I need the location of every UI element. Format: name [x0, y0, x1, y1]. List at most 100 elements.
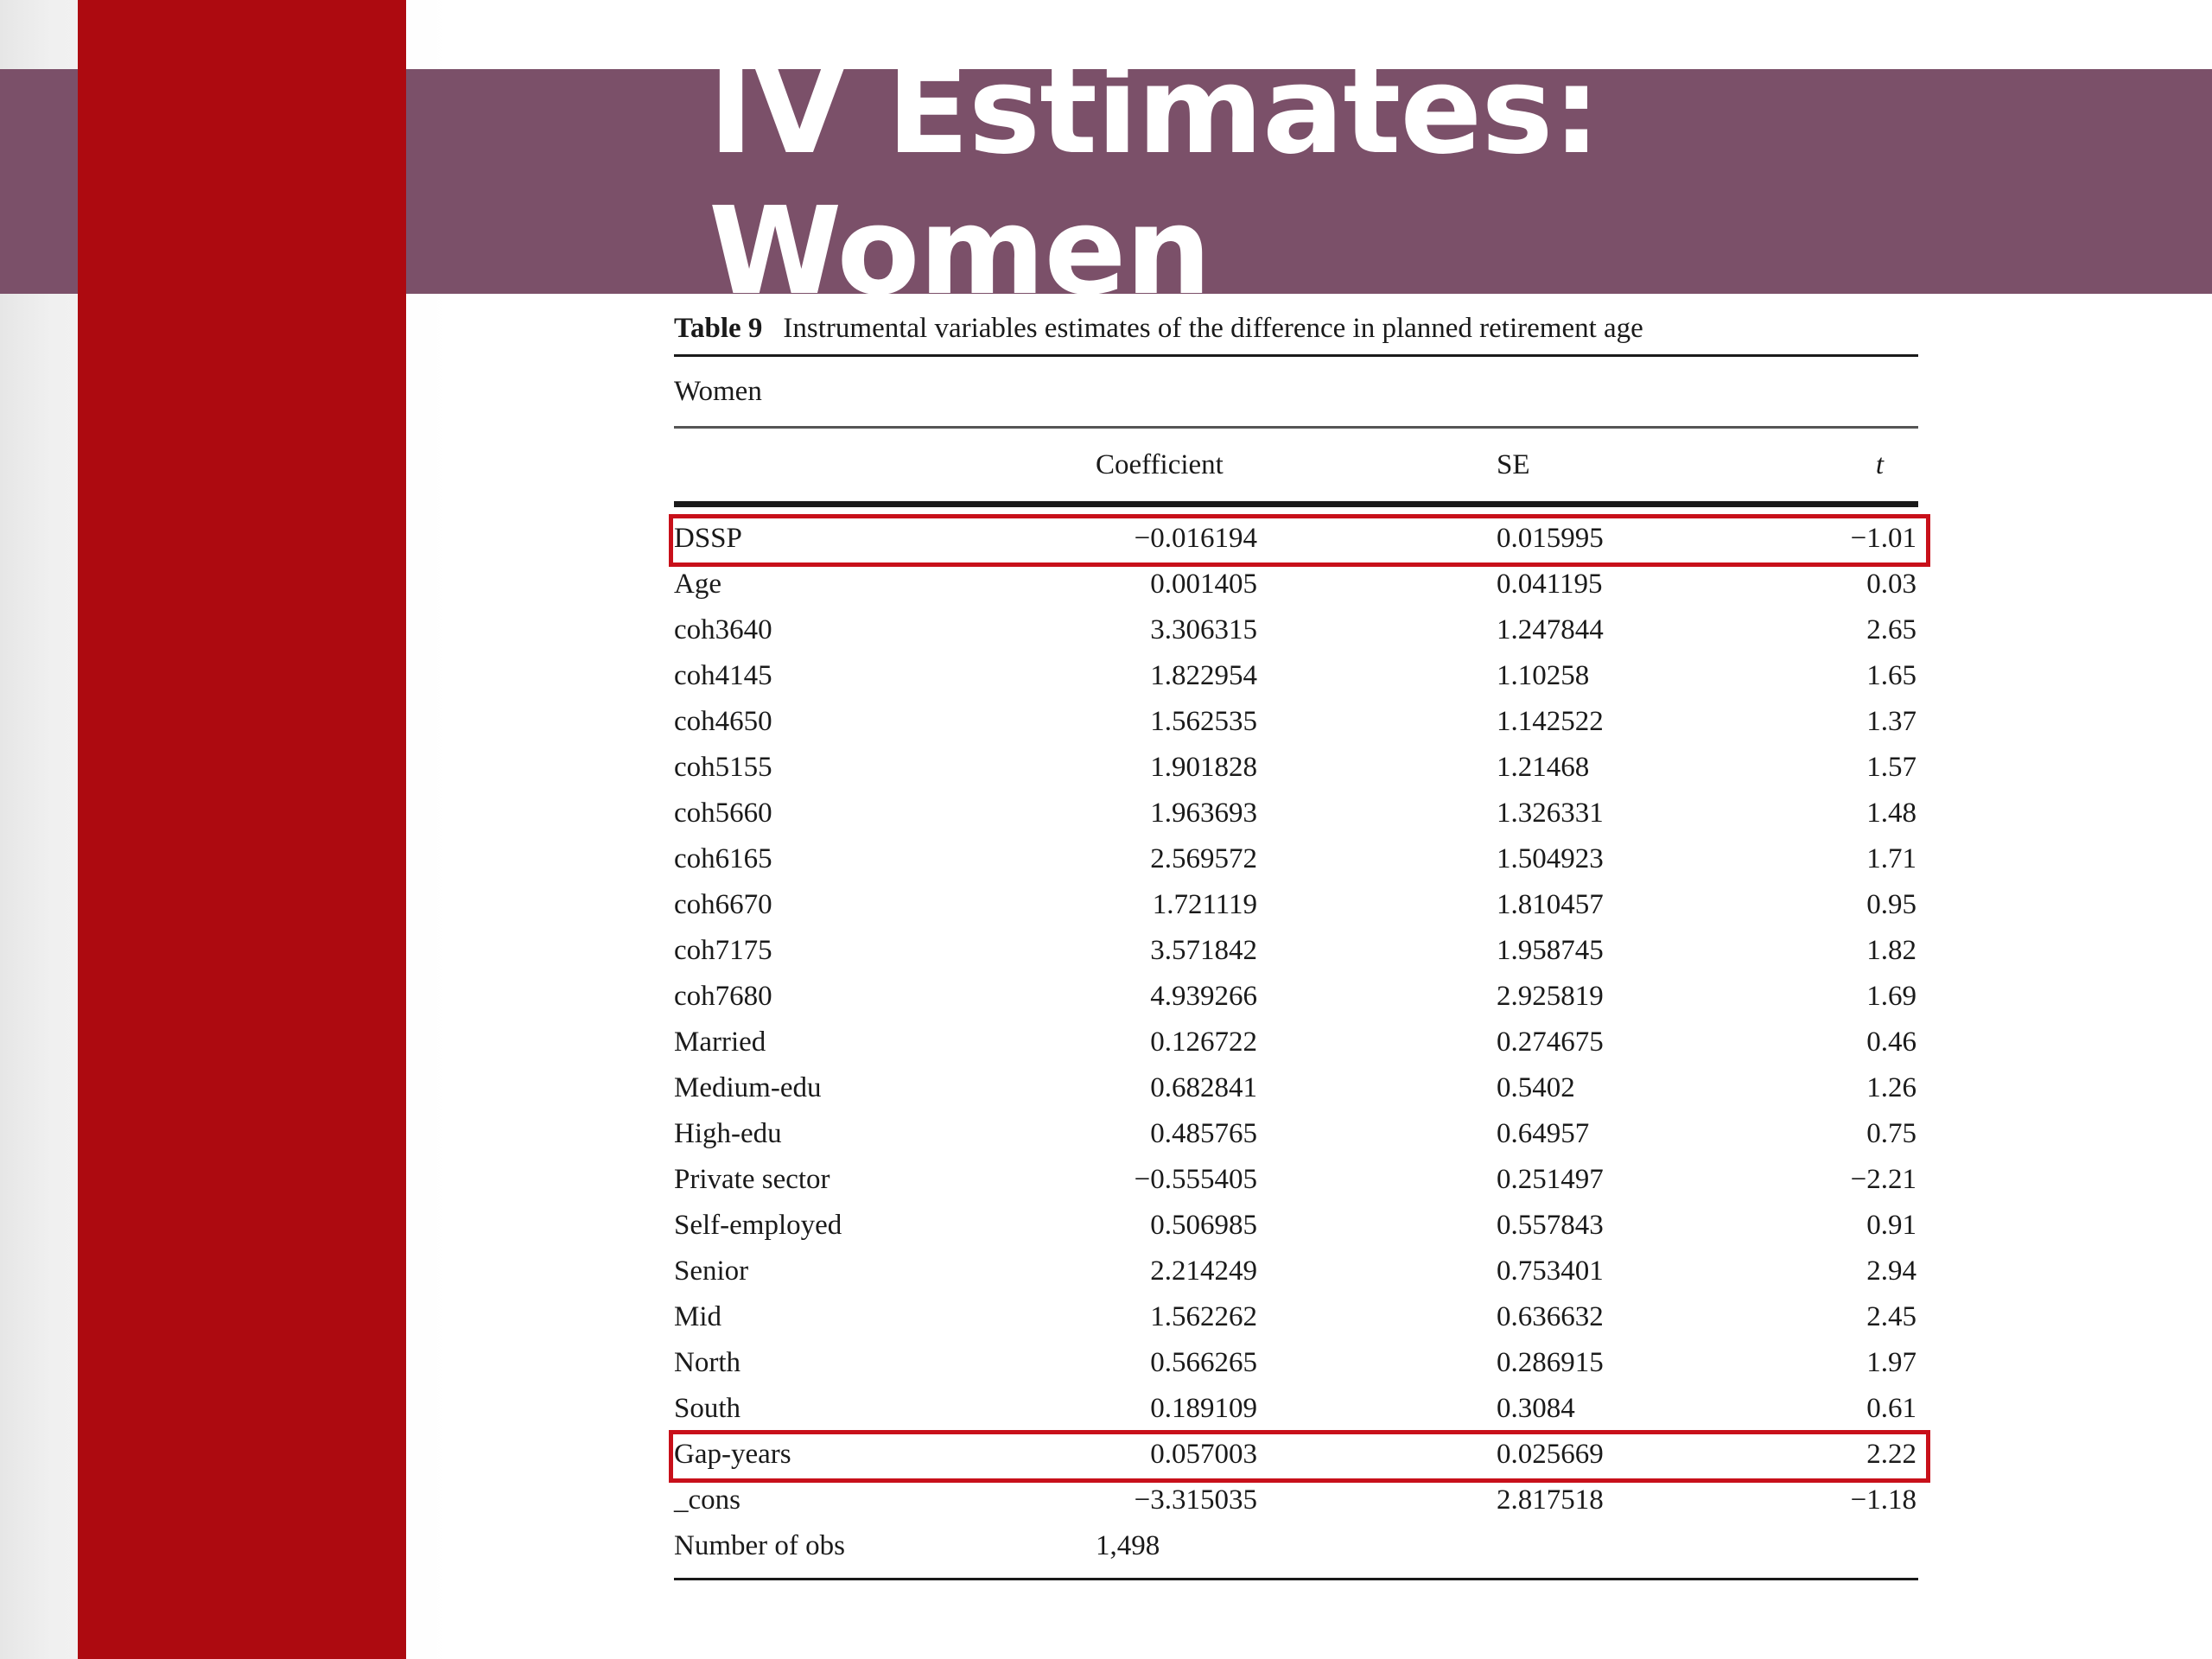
cell-t: 2.22: [1866, 1439, 1916, 1470]
cell-t: −1.01: [1850, 523, 1916, 554]
cell-se: 0.5402: [1497, 1072, 1575, 1103]
cell-coefficient: 0.566265: [1150, 1347, 1257, 1378]
cell-variable: Married: [674, 1027, 766, 1058]
table-row: _cons −3.315035 2.817518 −1.18: [674, 1478, 1918, 1523]
cell-t: 1.69: [1866, 981, 1916, 1012]
cell-se: 0.636632: [1497, 1301, 1604, 1332]
cell-t: 0.03: [1866, 569, 1916, 600]
table-row: DSSP −0.016194 0.015995 −1.01: [669, 514, 1930, 567]
cell-se: 2.817518: [1497, 1484, 1604, 1516]
cell-variable: coh6670: [674, 889, 772, 920]
cell-coefficient: 2.569572: [1150, 843, 1257, 874]
obs-label: Number of obs: [674, 1530, 845, 1561]
table-row: coh7175 3.571842 1.958745 1.82: [674, 928, 1918, 974]
cell-coefficient: 3.571842: [1150, 935, 1257, 966]
cell-variable: coh5155: [674, 752, 772, 783]
group-rule: [674, 426, 1918, 429]
cell-variable: coh3640: [674, 614, 772, 645]
cell-coefficient: 0.485765: [1150, 1118, 1257, 1149]
header-rule: [674, 501, 1918, 507]
cell-se: 0.251497: [1497, 1164, 1604, 1195]
cell-variable: Self-employed: [674, 1210, 842, 1241]
obs-value: 1,498: [1096, 1530, 1160, 1561]
cell-coefficient: 3.306315: [1150, 614, 1257, 645]
cell-se: 1.21468: [1497, 752, 1590, 783]
table-row: Age 0.001405 0.041195 0.03: [674, 562, 1918, 607]
table-number: Table 9: [674, 313, 763, 344]
highlight-box: [669, 1430, 1930, 1483]
cell-coefficient: 1.562535: [1150, 706, 1257, 737]
table-caption: Table 9 Instrumental variables estimates …: [674, 302, 1918, 354]
cell-coefficient: −0.016194: [1134, 523, 1257, 554]
table-body: DSSP −0.016194 0.015995 −1.01 Age 0.001405 0.0…: [669, 507, 1930, 1578]
cell-coefficient: 0.506985: [1150, 1210, 1257, 1241]
highlight-box: [669, 514, 1930, 567]
cell-coefficient: −0.555405: [1134, 1164, 1257, 1195]
table-row: Gap-years 0.057003 0.025669 2.22: [669, 1430, 1930, 1483]
cell-coefficient: 1.963693: [1150, 798, 1257, 829]
table-caption-text: Instrumental variables estimates of the …: [783, 313, 1643, 344]
cell-t: 0.61: [1866, 1393, 1916, 1424]
cell-se: 0.753401: [1497, 1255, 1604, 1287]
cell-coefficient: 0.001405: [1150, 569, 1257, 600]
cell-t: 1.65: [1866, 660, 1916, 691]
cell-se: 0.274675: [1497, 1027, 1604, 1058]
cell-t: 1.97: [1866, 1347, 1916, 1378]
cell-variable: Mid: [674, 1301, 722, 1332]
cell-t: −2.21: [1850, 1164, 1916, 1195]
header-t: t: [1875, 449, 1884, 480]
cell-variable: South: [674, 1393, 741, 1424]
bottom-rule: [674, 1578, 1918, 1580]
cell-t: 1.26: [1866, 1072, 1916, 1103]
table-row: Self-employed 0.506985 0.557843 0.91: [674, 1203, 1918, 1249]
cell-t: 1.48: [1866, 798, 1916, 829]
slide-title: IV Estimates: Women: [709, 41, 1601, 322]
table-row: coh4145 1.822954 1.10258 1.65: [674, 653, 1918, 699]
cell-coefficient: 4.939266: [1150, 981, 1257, 1012]
cell-t: 0.46: [1866, 1027, 1916, 1058]
cell-coefficient: 1.822954: [1150, 660, 1257, 691]
table-row: coh6165 2.569572 1.504923 1.71: [674, 836, 1918, 882]
cell-variable: coh5660: [674, 798, 772, 829]
cell-variable: _cons: [674, 1484, 741, 1516]
cell-coefficient: 1.721119: [1152, 889, 1257, 920]
header-coefficient: Coefficient: [1096, 449, 1224, 480]
cell-t: 1.57: [1866, 752, 1916, 783]
cell-se: 1.504923: [1497, 843, 1604, 874]
cell-variable: Medium-edu: [674, 1072, 822, 1103]
obs-row: Number of obs 1,498: [674, 1523, 1918, 1569]
cell-se: 0.557843: [1497, 1210, 1604, 1241]
cell-coefficient: 0.682841: [1150, 1072, 1257, 1103]
cell-variable: DSSP: [674, 523, 742, 554]
table-row: Married 0.126722 0.274675 0.46: [674, 1020, 1918, 1065]
cell-coefficient: −3.315035: [1134, 1484, 1257, 1516]
cell-se: 0.025669: [1497, 1439, 1604, 1470]
cell-variable: Senior: [674, 1255, 749, 1287]
cell-se: 1.810457: [1497, 889, 1604, 920]
cell-se: 0.041195: [1497, 569, 1603, 600]
cell-coefficient: 2.214249: [1150, 1255, 1257, 1287]
table-row: coh7680 4.939266 2.925819 1.69: [674, 974, 1918, 1020]
cell-variable: High-edu: [674, 1118, 782, 1149]
cell-variable: coh4650: [674, 706, 772, 737]
cell-se: 0.64957: [1497, 1118, 1590, 1149]
header-se: SE: [1497, 449, 1530, 480]
table-row: coh4650 1.562535 1.142522 1.37: [674, 699, 1918, 745]
table-row: Senior 2.214249 0.753401 2.94: [674, 1249, 1918, 1294]
cell-t: 0.75: [1866, 1118, 1916, 1149]
top-rule: [674, 354, 1918, 357]
cell-t: 2.45: [1866, 1301, 1916, 1332]
table-header-row: Coefficient SE t: [674, 429, 1918, 501]
table-row: coh5155 1.901828 1.21468 1.57: [674, 745, 1918, 791]
cell-coefficient: 0.189109: [1150, 1393, 1257, 1424]
cell-se: 1.958745: [1497, 935, 1604, 966]
cell-variable: coh6165: [674, 843, 772, 874]
cell-t: 1.82: [1866, 935, 1916, 966]
cell-t: 2.65: [1866, 614, 1916, 645]
cell-se: 1.247844: [1497, 614, 1604, 645]
cell-variable: North: [674, 1347, 741, 1378]
table-row: South 0.189109 0.3084 0.61: [674, 1386, 1918, 1432]
accent-bar: [78, 0, 406, 1659]
cell-t: 0.91: [1866, 1210, 1916, 1241]
cell-variable: coh7680: [674, 981, 772, 1012]
